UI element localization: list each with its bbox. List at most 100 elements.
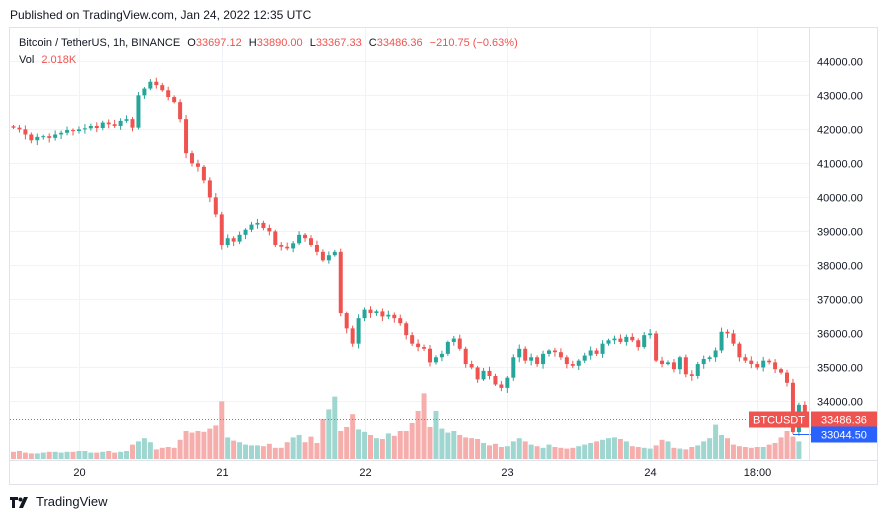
volume-bar	[516, 438, 522, 459]
volume-bar	[11, 451, 16, 459]
footer-brand[interactable]: TradingView	[36, 494, 108, 509]
volume-bar	[219, 401, 225, 459]
candle-body	[350, 328, 355, 344]
candle-body	[297, 234, 302, 244]
volume-bar	[445, 432, 451, 459]
volume-bar	[296, 435, 302, 459]
volume-bar	[659, 439, 665, 459]
candle-body	[71, 130, 75, 132]
legend-symbol[interactable]: Bitcoin / TetherUS, 1h, BINANCE	[19, 37, 181, 49]
volume-bar	[344, 427, 350, 459]
candle-body	[148, 81, 153, 89]
volume-bar	[451, 431, 457, 459]
candle-body	[41, 136, 46, 138]
candle-body	[785, 372, 789, 383]
candle-body	[445, 341, 450, 354]
volume-bar	[397, 431, 403, 459]
volume-bar	[546, 444, 552, 459]
volume-bar	[552, 447, 558, 459]
volume-bar	[40, 452, 46, 459]
candle-body	[743, 357, 748, 361]
candle-body	[65, 130, 70, 133]
candle-body	[130, 119, 135, 128]
volume-bar	[457, 435, 463, 459]
candle-body	[326, 255, 331, 261]
last-price-line	[10, 419, 811, 435]
volume-bar	[350, 414, 356, 459]
candle-body	[160, 85, 165, 91]
volume-bar	[254, 445, 260, 459]
candle-body	[475, 367, 480, 380]
candle-body	[374, 311, 379, 314]
candle-body	[392, 314, 397, 319]
volume-bar	[70, 451, 76, 459]
candle-body	[386, 314, 391, 317]
time-tick-label: 18:00	[744, 467, 772, 479]
candle-body	[428, 348, 432, 363]
candle-body	[261, 222, 266, 229]
legend-volume-value: 2.018K	[41, 54, 77, 66]
volume-bar	[766, 444, 772, 459]
candle-body	[701, 358, 706, 365]
volume-bar	[695, 445, 701, 459]
volume-bar	[201, 431, 207, 459]
volume-bar	[439, 428, 445, 459]
volume-bar	[391, 435, 397, 459]
volume-bar	[332, 396, 338, 459]
volume-bar	[379, 439, 385, 459]
volume-bar	[130, 444, 135, 459]
volume-bar	[635, 447, 641, 459]
candle-body	[207, 180, 212, 198]
candle-body	[112, 124, 117, 126]
symbol-tag	[749, 411, 809, 428]
candle-body	[88, 125, 93, 129]
candle-body	[719, 331, 724, 351]
candle-body	[487, 370, 492, 376]
low-marker-tag-label: 33044.50	[821, 430, 867, 442]
candle-body	[570, 364, 575, 366]
candle-body	[136, 95, 141, 128]
candle-body	[666, 362, 670, 365]
time-tick-label: 22	[359, 467, 371, 479]
volume-bar	[427, 427, 433, 459]
volume-bar	[492, 443, 498, 459]
candle-body	[47, 136, 52, 138]
candle-body	[17, 127, 22, 130]
volume-bar	[338, 431, 344, 459]
published-header: Published on TradingView.com, Jan 24, 20…	[10, 8, 312, 22]
volume-bar	[772, 443, 778, 459]
candle-body	[53, 134, 58, 138]
price-tick-label: 39000.00	[817, 227, 863, 239]
candle-body	[588, 350, 593, 356]
candle-body	[11, 126, 16, 128]
price-axis[interactable]: 44000.00 43000.00 42000.00 41000.00 40000.00…	[817, 57, 863, 409]
volume-bar	[576, 446, 582, 459]
price-tick-label: 35000.00	[817, 363, 863, 375]
volume-bar	[82, 451, 88, 459]
volume-bar	[504, 446, 510, 459]
volume-bar	[570, 447, 576, 459]
volume-bar	[260, 446, 266, 459]
candle-body	[731, 333, 736, 344]
candle-body	[201, 166, 206, 181]
volume-bar	[237, 442, 243, 459]
volume-bar	[118, 451, 124, 459]
candle-body	[195, 163, 200, 167]
volume-bar	[16, 451, 22, 459]
candle-body	[314, 245, 319, 252]
volume-bar	[510, 441, 516, 459]
candle-body	[529, 357, 534, 361]
volume-bar	[677, 448, 683, 459]
time-axis[interactable]: 20 21 22 23 24 18:00	[73, 467, 771, 479]
candle-body	[190, 153, 194, 164]
candle-body	[469, 364, 474, 368]
candle-body	[707, 357, 712, 359]
volume-bar	[159, 447, 165, 459]
candle-body	[630, 336, 635, 341]
legend-close-value: 33486.36	[376, 37, 423, 49]
volume-bar	[195, 431, 201, 459]
price-tick-label: 44000.00	[817, 57, 863, 69]
tradingview-logo-icon	[10, 496, 28, 508]
volume-bar	[326, 409, 332, 459]
